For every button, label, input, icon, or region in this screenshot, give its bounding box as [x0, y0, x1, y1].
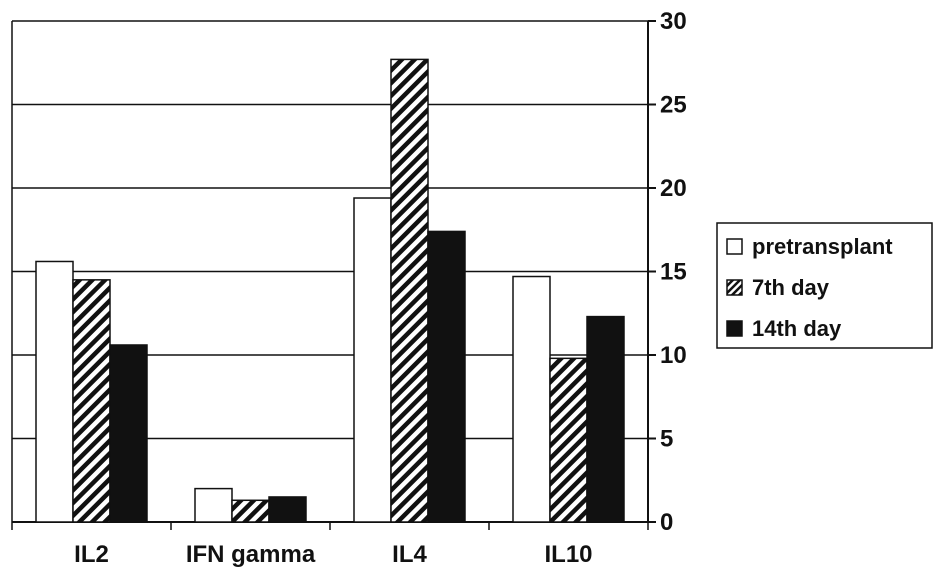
bar [231, 499, 270, 523]
y-tick-label: 5 [660, 426, 673, 453]
legend-label: 14th day [752, 316, 842, 341]
legend: pretransplant 7th day 14th day [716, 222, 933, 349]
bar [194, 487, 233, 523]
x-category-label: IL2 [74, 541, 109, 568]
y-tick-label: 30 [660, 8, 687, 35]
legend-swatch [726, 320, 743, 337]
bar [586, 315, 625, 523]
x-category-label: IFN gamma [186, 541, 316, 568]
x-category-label: IL4 [392, 541, 427, 568]
bar [268, 496, 307, 523]
plot-area: 0 5 10 15 20 25 30 IL2 IFN gamma IL4 IL10 [11, 8, 687, 568]
legend-box [716, 222, 933, 349]
legend-swatch [726, 238, 743, 255]
y-tick-label: 0 [660, 509, 673, 536]
bar [549, 357, 588, 523]
bar [35, 260, 74, 523]
x-category-label: IL10 [544, 541, 592, 568]
y-tick-label: 10 [660, 342, 687, 369]
bar [512, 275, 551, 523]
bar [353, 197, 392, 523]
bar [72, 279, 111, 523]
legend-label: pretransplant [752, 234, 893, 259]
y-tick-label: 15 [660, 259, 687, 286]
bar [390, 58, 429, 523]
y-tick-label: 20 [660, 175, 687, 202]
legend-label: 7th day [752, 275, 830, 300]
y-tick-label: 25 [660, 92, 687, 119]
legend-swatch [726, 279, 743, 296]
bar [427, 230, 466, 523]
bar [109, 344, 148, 523]
